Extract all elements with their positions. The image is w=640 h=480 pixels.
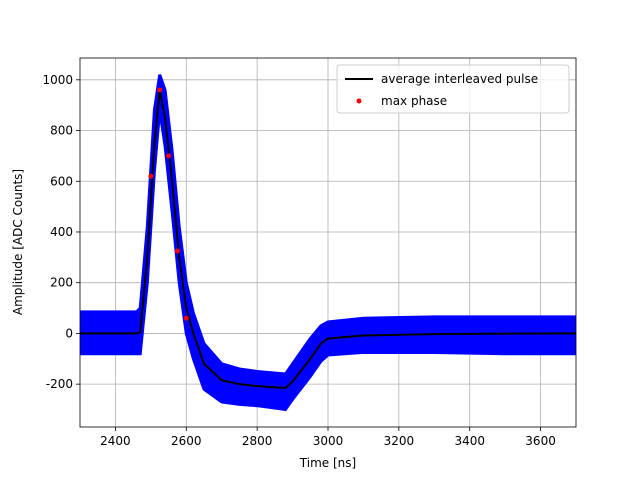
sample-band <box>80 74 576 412</box>
y-tick-label: -200 <box>46 377 73 391</box>
x-tick-label: 3200 <box>384 434 415 448</box>
legend-label: max phase <box>381 94 447 108</box>
x-tick-label: 3000 <box>313 434 344 448</box>
plot-area <box>80 74 576 412</box>
x-tick-label: 2400 <box>100 434 131 448</box>
max-phase-point <box>157 87 163 93</box>
axes-frame <box>79 57 577 428</box>
max-phase-point <box>148 173 154 179</box>
x-tick-label: 2800 <box>242 434 273 448</box>
y-tick-label: 0 <box>65 326 73 340</box>
x-tick-label: 3400 <box>454 434 485 448</box>
max-phase-point <box>174 248 180 254</box>
y-tick-label: 1000 <box>42 73 73 87</box>
max-phase-point <box>183 315 189 321</box>
x-axis-label: Time [ns] <box>299 456 356 470</box>
max-phase-point <box>166 153 172 159</box>
y-tick-label: 800 <box>50 124 73 138</box>
y-tick-label: 200 <box>50 276 73 290</box>
x-tick-label: 3600 <box>525 434 556 448</box>
y-tick-label: 400 <box>50 225 73 239</box>
average-line <box>80 89 576 389</box>
y-tick-label: 600 <box>50 174 73 188</box>
x-tick-label: 2600 <box>171 434 202 448</box>
y-axis-label: Amplitude [ADC Counts] <box>11 169 25 315</box>
legend-box <box>336 64 570 114</box>
legend-label: average interleaved pulse <box>381 72 538 86</box>
legend-marker <box>356 98 362 104</box>
